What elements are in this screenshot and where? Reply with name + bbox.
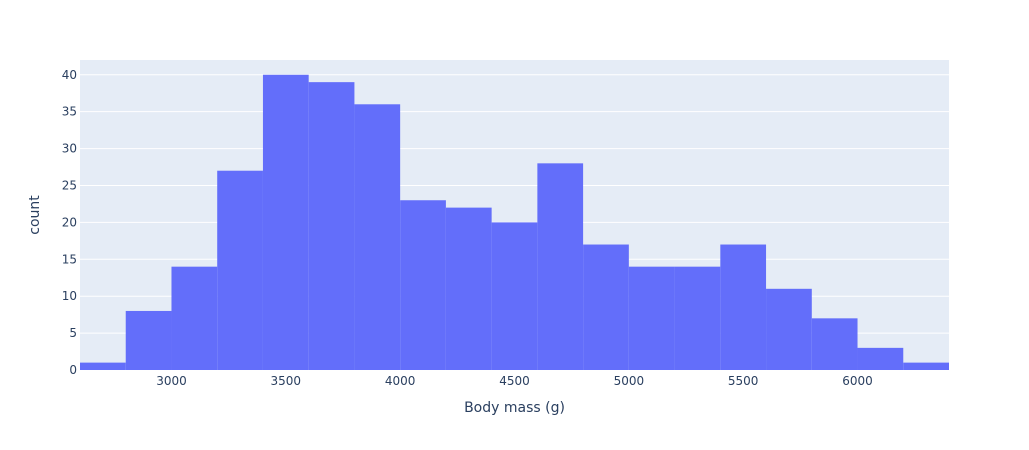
y-tick-label: 5 xyxy=(69,326,77,340)
y-tick-label: 40 xyxy=(62,68,77,82)
x-tick-label: 3000 xyxy=(156,374,187,388)
histogram-bar[interactable] xyxy=(262,74,309,370)
x-axis-ticks: 3000 3500 4000 4500 5000 5500 6000 xyxy=(156,374,873,388)
histogram-bar[interactable] xyxy=(308,82,355,371)
histogram-bar[interactable] xyxy=(903,362,949,370)
x-tick-label: 4500 xyxy=(499,374,530,388)
histogram-bar[interactable] xyxy=(125,310,172,370)
histogram-bar[interactable] xyxy=(857,347,904,370)
y-tick-label: 15 xyxy=(62,252,77,266)
histogram-bar[interactable] xyxy=(400,200,446,370)
histogram-bar[interactable] xyxy=(537,163,584,370)
histogram-bar[interactable] xyxy=(811,318,858,370)
x-tick-label: 3500 xyxy=(271,374,302,388)
x-tick-label: 5000 xyxy=(614,374,645,388)
histogram-bar[interactable] xyxy=(628,266,675,370)
histogram-bar[interactable] xyxy=(720,244,767,370)
y-axis-ticks: 0 5 10 15 20 25 30 35 40 xyxy=(62,68,77,377)
histogram-bar[interactable] xyxy=(491,222,538,370)
histogram-bar[interactable] xyxy=(171,266,218,370)
y-axis-title: count xyxy=(27,195,43,235)
histogram-bar[interactable] xyxy=(354,104,401,371)
histogram-bar[interactable] xyxy=(80,362,126,370)
y-tick-label: 0 xyxy=(69,363,77,377)
y-tick-label: 10 xyxy=(62,289,77,303)
histogram-bar[interactable] xyxy=(766,288,812,370)
y-tick-label: 20 xyxy=(62,215,77,229)
y-tick-label: 25 xyxy=(62,178,77,192)
histogram-bar[interactable] xyxy=(583,244,629,370)
x-axis-title: Body mass (g) xyxy=(464,400,565,416)
x-tick-label: 6000 xyxy=(842,374,873,388)
y-tick-label: 30 xyxy=(62,142,77,156)
y-tick-label: 35 xyxy=(62,105,77,119)
histogram-bar[interactable] xyxy=(217,170,263,370)
x-tick-label: 4000 xyxy=(385,374,416,388)
histogram-bar[interactable] xyxy=(445,207,492,370)
bars xyxy=(80,74,949,371)
histogram-bar[interactable] xyxy=(674,266,721,370)
x-tick-label: 5500 xyxy=(728,374,759,388)
